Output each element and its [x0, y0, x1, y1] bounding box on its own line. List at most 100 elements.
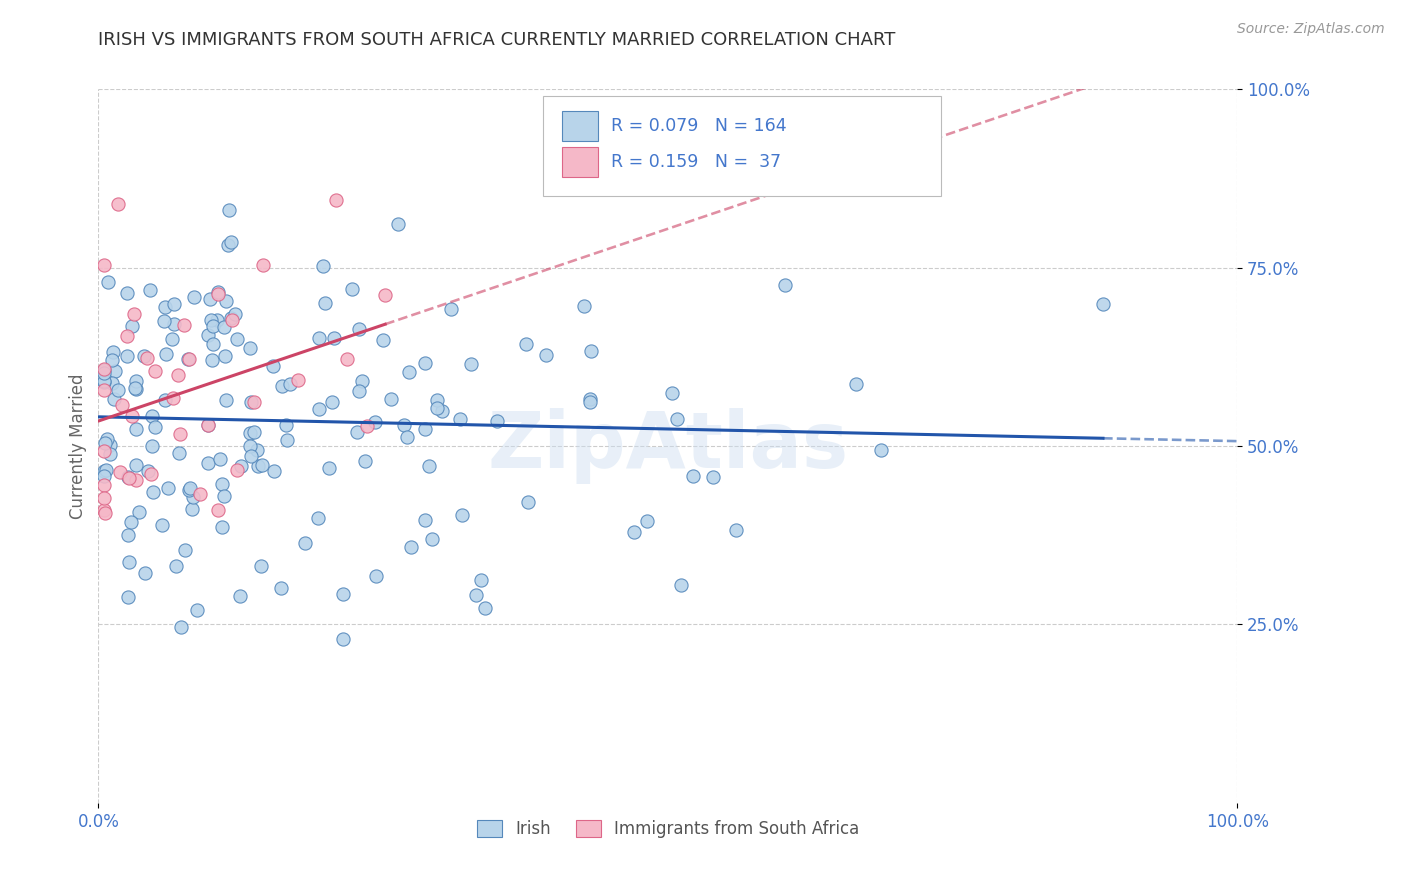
Point	[135, 351, 157, 366]
Point	[197, 456, 219, 470]
Point	[214, 349, 236, 363]
Point	[572, 299, 595, 313]
Point	[124, 381, 146, 395]
Legend: Irish, Immigrants from South Africa: Irish, Immigrants from South Africa	[470, 813, 866, 845]
Point	[207, 285, 229, 299]
Point	[364, 569, 387, 583]
Point	[142, 485, 165, 500]
Point	[314, 295, 336, 310]
Text: IRISH VS IMMIGRANTS FROM SOUTH AFRICA CURRENTLY MARRIED CORRELATION CHART: IRISH VS IMMIGRANTS FROM SOUTH AFRICA CU…	[98, 31, 896, 49]
Point	[93, 464, 115, 478]
Point	[1092, 297, 1115, 311]
Point	[104, 364, 127, 378]
Point	[139, 283, 162, 297]
Point	[246, 442, 269, 457]
Point	[465, 588, 488, 602]
Point	[122, 307, 145, 321]
Point	[278, 377, 301, 392]
Point	[139, 467, 162, 481]
Point	[101, 352, 124, 367]
FancyBboxPatch shape	[543, 96, 941, 196]
Point	[636, 515, 658, 529]
Point	[579, 395, 602, 409]
Point	[242, 395, 264, 409]
Point	[93, 362, 115, 376]
Point	[398, 365, 420, 379]
Point	[311, 259, 333, 273]
Point	[197, 328, 219, 343]
Point	[169, 427, 191, 442]
Point	[181, 490, 204, 504]
Point	[308, 402, 330, 417]
Point	[212, 320, 235, 334]
Point	[121, 318, 143, 333]
Point	[623, 524, 645, 539]
Point	[217, 238, 239, 252]
Point	[198, 293, 221, 307]
Point	[101, 376, 124, 390]
Point	[396, 430, 419, 444]
Point	[179, 352, 201, 367]
Point	[252, 258, 274, 272]
Point	[440, 302, 463, 317]
Point	[190, 487, 212, 501]
Text: R = 0.079   N = 164: R = 0.079 N = 164	[612, 118, 786, 136]
Point	[470, 573, 492, 587]
Point	[392, 417, 415, 432]
Point	[226, 463, 249, 477]
Point	[243, 425, 266, 440]
Point	[239, 438, 262, 452]
Point	[165, 558, 187, 573]
Point	[177, 483, 200, 497]
Point	[451, 508, 474, 522]
Point	[125, 374, 148, 388]
Text: R = 0.159   N =  37: R = 0.159 N = 37	[612, 153, 780, 171]
Point	[869, 442, 891, 457]
Point	[294, 536, 316, 550]
Point	[332, 587, 354, 601]
Point	[515, 337, 537, 351]
Bar	[562, 147, 599, 177]
Point	[97, 275, 120, 289]
Point	[239, 426, 262, 441]
Point	[350, 375, 373, 389]
Point	[163, 317, 186, 331]
Point	[221, 312, 243, 326]
Bar	[562, 112, 599, 141]
Point	[98, 447, 121, 461]
Point	[318, 460, 340, 475]
Point	[186, 603, 208, 617]
Point	[702, 470, 724, 484]
Point	[141, 409, 163, 423]
Point	[322, 331, 344, 345]
Point	[111, 398, 134, 412]
Point	[346, 425, 368, 440]
Point	[93, 507, 115, 521]
Y-axis label: Currently Married: Currently Married	[69, 373, 87, 519]
Point	[141, 439, 163, 453]
Point	[413, 513, 436, 527]
Point	[153, 314, 176, 328]
Point	[93, 363, 115, 377]
Point	[486, 414, 509, 428]
Point	[219, 235, 242, 249]
Point	[430, 404, 453, 418]
Point	[96, 432, 118, 446]
Point	[98, 438, 121, 452]
Point	[250, 458, 273, 472]
Point	[271, 378, 294, 392]
Point	[661, 386, 683, 401]
Point	[229, 459, 252, 474]
Point	[845, 376, 868, 391]
Text: ZipAtlas: ZipAtlas	[488, 408, 848, 484]
Point	[176, 351, 198, 366]
Point	[117, 555, 139, 569]
Point	[117, 470, 139, 484]
Point	[347, 322, 370, 336]
Point	[225, 332, 247, 346]
Point	[152, 517, 174, 532]
Point	[207, 287, 229, 301]
Point	[321, 395, 343, 409]
Point	[166, 368, 188, 382]
Point	[474, 601, 496, 615]
